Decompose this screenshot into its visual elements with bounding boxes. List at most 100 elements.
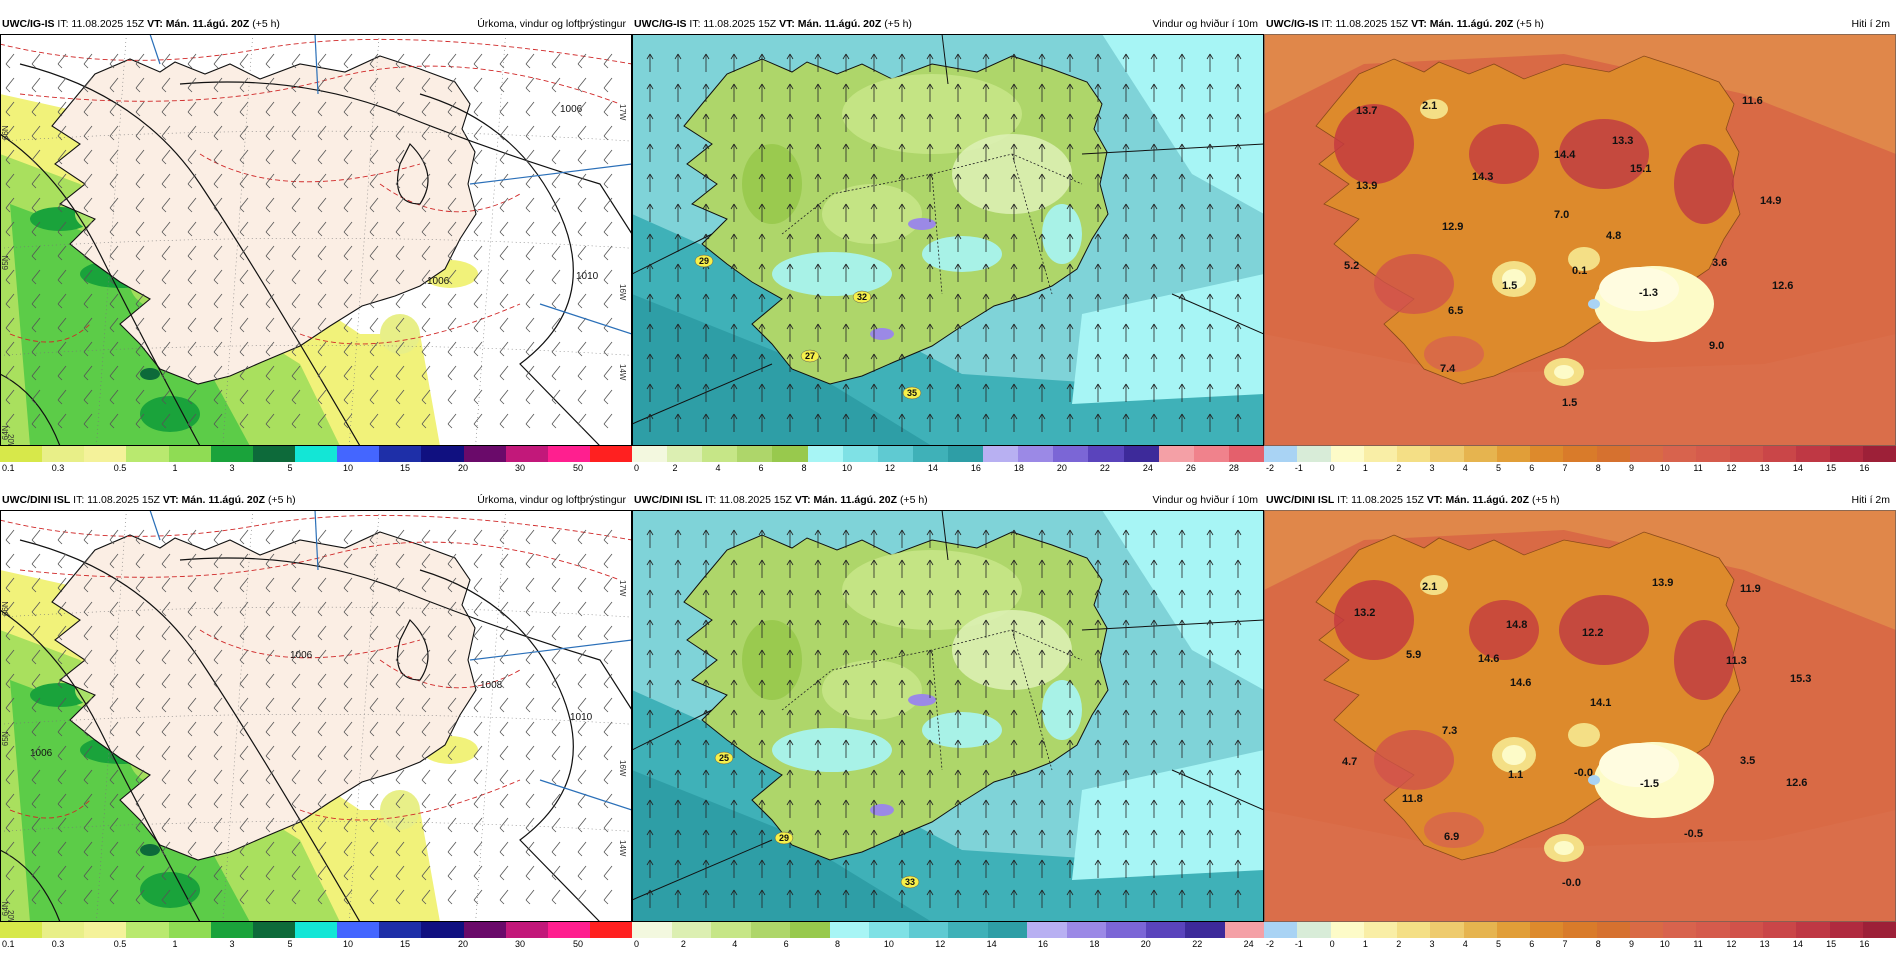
- init-time: IT: 11.08.2025 15Z: [1321, 18, 1409, 30]
- temperature-label: 11.3: [1726, 655, 1747, 667]
- colorbar-tick-label: 0: [1329, 939, 1335, 949]
- colorbar-swatch: [829, 922, 869, 938]
- model-name: UWC/DINI ISL: [1266, 494, 1335, 506]
- colorbar-swatch: [1397, 922, 1431, 938]
- colorbar-tick-label: 20: [457, 939, 469, 949]
- wind-colorbar-ticks: 0 2 4 6 8 10 12 14 16 18 20 22 24: [632, 938, 1264, 952]
- colorbar-swatch: [1563, 446, 1597, 462]
- colorbar-tick-label: 15: [1826, 463, 1837, 473]
- gust-label: 27: [800, 349, 820, 363]
- lat-label: 64N: [1, 425, 10, 440]
- colorbar-swatch: [168, 446, 211, 462]
- colorbar-swatch: [1629, 922, 1664, 938]
- precip-colorbar-ticks: 0.1 0.3 0.5 1 3 5 10 15 20 30 50: [0, 938, 632, 952]
- colorbar-swatch: [1397, 446, 1431, 462]
- colorbar-swatch: [1330, 922, 1364, 938]
- colorbar-swatch: [1829, 446, 1863, 462]
- panel-top-precip: UWC/IG-IS IT: 11.08.2025 15Z VT: Mán. 11…: [0, 14, 633, 478]
- colorbar-swatch: [737, 446, 773, 462]
- temperature-label: 4.8: [1606, 230, 1621, 242]
- temperature-label: 13.9: [1652, 577, 1673, 589]
- colorbar-tick-label: 16: [1038, 939, 1049, 949]
- temp-colorbar: [1264, 446, 1897, 462]
- colorbar-swatch: [421, 446, 464, 462]
- colorbar-swatch: [42, 446, 85, 462]
- colorbar-tick-label: 10: [841, 463, 852, 473]
- temperature-label: 2.1: [1422, 581, 1437, 593]
- panel-title: Vindur og hviður í 10m: [1152, 18, 1258, 30]
- colorbar-tick-label: 14: [1792, 939, 1803, 949]
- isobar-label: 1006: [290, 650, 313, 661]
- panel-header: UWC/DINI ISL IT: 11.08.2025 15Z VT: Mán.…: [632, 490, 1264, 510]
- panel-header: UWC/IG-IS IT: 11.08.2025 15Z VT: Mán. 11…: [632, 14, 1264, 34]
- isobar-label: 1006: [560, 104, 583, 115]
- panel-title: Vindur og hviður í 10m: [1152, 494, 1258, 506]
- temperature-label: 1.1: [1508, 769, 1523, 781]
- lon-label: 16W: [618, 760, 627, 777]
- colorbar-swatch: [168, 922, 211, 938]
- colorbar-swatch: [869, 922, 909, 938]
- colorbar-tick-label: 14: [1792, 463, 1803, 473]
- colorbar-tick-label: 20: [457, 463, 469, 473]
- lead-time: (+5 h): [884, 18, 912, 30]
- wind-barbs: [5, 53, 613, 429]
- panel-header: UWC/IG-IS IT: 11.08.2025 15Z VT: Mán. 11…: [0, 14, 632, 34]
- temperature-label: 6.9: [1444, 831, 1459, 843]
- colorbar-tick-label: 12: [1726, 463, 1737, 473]
- colorbar-swatch: [337, 446, 380, 462]
- colorbar-tick-label: 24: [1142, 463, 1153, 473]
- gust-label: 32: [852, 290, 872, 304]
- temperature-label: 14.4: [1554, 149, 1576, 161]
- temperature-label: 4.7: [1342, 756, 1357, 768]
- lead-time: (+5 h): [267, 494, 296, 506]
- colorbar-swatch: [1297, 922, 1331, 938]
- colorbar-tick-label: 10: [342, 463, 354, 473]
- lon-label: 20W: [6, 434, 15, 446]
- temperature-label: 7.3: [1442, 725, 1457, 737]
- colorbar-swatch: [379, 922, 422, 938]
- colorbar-tick-label: 7: [1562, 939, 1568, 949]
- colorbar-tick-label: 3: [1429, 939, 1435, 949]
- lead-time: (+5 h): [899, 494, 928, 506]
- temperature-label: 5.9: [1406, 649, 1421, 661]
- colorbar-swatch: [252, 446, 295, 462]
- colorbar-swatch: [1762, 446, 1797, 462]
- colorbar-swatch: [908, 922, 948, 938]
- colorbar-swatch: [0, 446, 43, 462]
- colorbar-swatch: [987, 922, 1027, 938]
- panel-bottom-temp: UWC/DINI ISL IT: 11.08.2025 15Z VT: Mán.…: [1264, 490, 1897, 954]
- colorbar-swatch: [505, 446, 548, 462]
- gust-label: 35: [902, 386, 922, 400]
- colorbar-swatch: [126, 446, 169, 462]
- colorbar-tick-label: 3: [1429, 463, 1435, 473]
- colorbar-swatch: [84, 922, 127, 938]
- colorbar-swatch: [842, 446, 878, 462]
- colorbar-swatch: [1496, 922, 1531, 938]
- temperature-label: 7.4: [1440, 363, 1456, 375]
- colorbar-swatch: [463, 446, 506, 462]
- colorbar-tick-label: 16: [970, 463, 981, 473]
- temperature-label: 14.8: [1506, 619, 1527, 631]
- colorbar-swatch: [877, 446, 913, 462]
- valid-time: VT: Mán. 11.ágú. 20Z: [794, 494, 898, 506]
- colorbar-tick-label: 0.1: [2, 939, 15, 949]
- temperature-label: 13.7: [1356, 105, 1377, 117]
- temp-colorbar: [1264, 922, 1897, 938]
- temperature-label: 15.1: [1630, 163, 1651, 175]
- colorbar-tick-label: 9: [1629, 939, 1635, 949]
- colorbar-swatch: [667, 446, 703, 462]
- colorbar-tick-label: 1: [1362, 463, 1368, 473]
- colorbar-tick-label: 13: [1759, 463, 1770, 473]
- colorbar-tick-label: 14: [986, 939, 997, 949]
- colorbar-swatch: [1363, 922, 1398, 938]
- colorbar-tick-label: 4: [715, 463, 721, 473]
- init-time: IT: 11.08.2025 15Z: [689, 18, 777, 30]
- colorbar-swatch: [1563, 922, 1597, 938]
- colorbar-swatch: [711, 922, 751, 938]
- colorbar-swatch: [1430, 922, 1464, 938]
- colorbar-swatch: [1796, 922, 1830, 938]
- isobar-label: 1006: [30, 748, 53, 759]
- lat-lon-grid: [0, 510, 632, 922]
- wind-colorbar: [632, 922, 1264, 938]
- colorbar-tick-label: 13: [1759, 939, 1770, 949]
